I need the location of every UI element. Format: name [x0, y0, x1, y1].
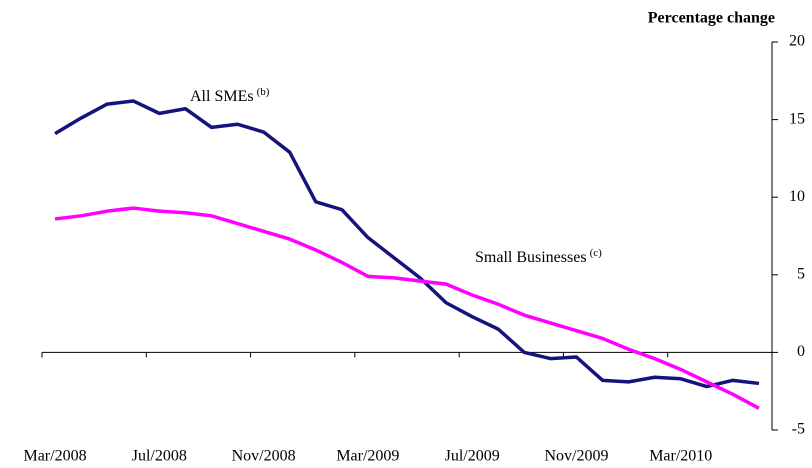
series-line	[54, 99, 760, 389]
x-tick-label: Nov/2009	[544, 448, 608, 465]
y-tick-label: 15	[789, 110, 805, 127]
x-tick-label: Mar/2008	[23, 448, 86, 465]
series-name: All SMEs	[190, 88, 254, 105]
y-axis-label: Percentage change	[648, 10, 775, 27]
y-tick-label: 5	[797, 265, 805, 282]
y-tick-label: 10	[789, 188, 805, 205]
x-tick-label: Jul/2009	[445, 448, 500, 465]
y-tick-label: -5	[792, 421, 805, 438]
series-line	[54, 206, 760, 410]
x-tick-label: Nov/2008	[232, 448, 296, 465]
x-tick-label: Mar/2010	[649, 448, 712, 465]
series-label: All SMEs (b)	[190, 86, 270, 105]
series-label: Small Businesses (c)	[475, 247, 602, 266]
x-tick-label: Jul/2008	[132, 448, 187, 465]
series-sup: (b)	[257, 86, 270, 98]
y-tick-label: 0	[797, 343, 805, 360]
series-name: Small Businesses	[475, 249, 587, 266]
series-sup: (c)	[590, 247, 603, 259]
y-tick-label: 20	[789, 33, 805, 50]
x-tick-label: Mar/2009	[336, 448, 399, 465]
